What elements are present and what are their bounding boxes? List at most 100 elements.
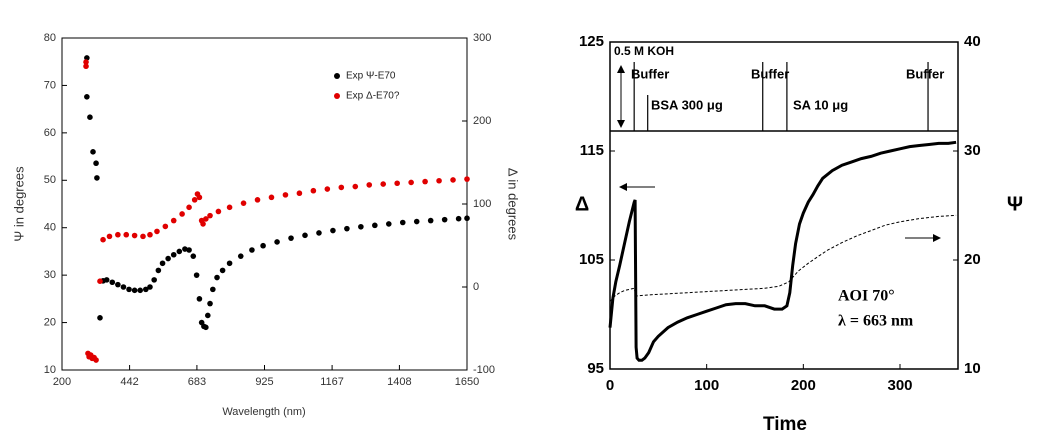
annotation: BSA 300 μg: [651, 97, 723, 112]
point: [190, 253, 197, 259]
point: [84, 94, 90, 100]
y-tick-label: 80: [44, 32, 56, 44]
point: [126, 286, 132, 293]
point: [436, 177, 442, 184]
point: [210, 286, 216, 293]
y-tick-label: 95: [587, 360, 604, 377]
y2-tick-label: 20: [964, 251, 981, 268]
point: [344, 225, 350, 232]
point: [93, 160, 99, 167]
point: [226, 204, 233, 211]
y-tick-label: 10: [44, 364, 56, 376]
y2-tick-label: 40: [964, 33, 981, 50]
legend-marker: [334, 73, 340, 79]
point: [176, 248, 183, 255]
point: [186, 247, 192, 253]
annotation: λ = 663 nm: [838, 313, 914, 330]
point: [330, 227, 336, 234]
point: [408, 179, 414, 186]
point: [207, 212, 213, 219]
point: [131, 232, 138, 239]
y-tick-label: 70: [44, 79, 56, 91]
annotation: AOI 70°: [838, 288, 895, 305]
point: [302, 232, 308, 239]
point: [352, 183, 359, 190]
plot-frame: [609, 41, 959, 370]
legend-label: Exp Δ-E70?: [346, 91, 400, 102]
point: [203, 216, 209, 222]
y2-axis-title: Ψ: [1007, 193, 1023, 215]
point: [155, 267, 162, 274]
x-tick-label: 200: [791, 377, 816, 394]
y2-tick-label: 0: [473, 281, 479, 293]
point: [100, 236, 106, 243]
point: [93, 357, 99, 363]
point: [237, 253, 244, 259]
point: [83, 59, 89, 65]
x-tick-label: 0: [606, 377, 614, 394]
point: [193, 272, 200, 278]
point: [380, 181, 387, 187]
point: [109, 279, 116, 286]
point: [151, 277, 157, 283]
point: [427, 217, 434, 224]
plot-frame: [61, 37, 468, 371]
y2-tick-label: 300: [473, 32, 491, 44]
point: [84, 55, 90, 61]
point: [120, 284, 127, 290]
point: [83, 63, 89, 70]
point: [413, 218, 420, 225]
y2-tick-label: -100: [473, 364, 495, 376]
x-tick-label: 1167: [320, 376, 344, 388]
y-tick-label: 105: [579, 251, 604, 268]
y-tick-label: 30: [44, 269, 56, 281]
point: [254, 197, 261, 203]
y2-tick-label: 200: [473, 115, 491, 127]
point: [191, 197, 198, 203]
point: [338, 184, 345, 191]
point: [186, 204, 192, 211]
x-axis-title: Wavelength (nm): [222, 406, 305, 418]
point: [324, 186, 331, 192]
annotation: SA 10 μg: [793, 97, 848, 112]
point: [455, 215, 462, 222]
point: [97, 278, 103, 284]
x-tick-label: 300: [887, 377, 912, 394]
point: [215, 208, 222, 215]
point: [103, 277, 110, 283]
point: [464, 176, 470, 182]
y2-tick-label: 30: [964, 142, 981, 159]
point: [219, 267, 226, 274]
point: [203, 324, 209, 331]
point: [94, 175, 100, 181]
point: [162, 223, 169, 230]
annotation: Buffer: [906, 66, 944, 81]
y-tick-label: 115: [580, 142, 604, 159]
x-tick-label: 100: [694, 377, 719, 394]
point: [147, 231, 153, 238]
point: [137, 287, 144, 294]
point: [115, 231, 121, 238]
point: [207, 300, 213, 307]
point: [165, 255, 171, 262]
legend-label: Exp Ψ-E70: [346, 71, 396, 82]
point: [90, 149, 96, 155]
point: [106, 233, 113, 240]
y-tick-label: 40: [44, 222, 56, 234]
point: [140, 233, 146, 240]
point: [131, 287, 138, 294]
point: [97, 315, 103, 321]
point: [182, 246, 188, 252]
point: [196, 296, 203, 302]
point: [196, 194, 203, 201]
y-axis-title: Ψ in degrees: [11, 166, 26, 242]
annotation: Buffer: [751, 66, 789, 81]
x-tick-label: 200: [53, 376, 71, 388]
point: [142, 286, 149, 293]
y2-tick-label: 10: [964, 360, 981, 377]
point: [154, 228, 160, 235]
point: [170, 217, 177, 224]
y-tick-label: 50: [44, 174, 56, 186]
annotation: Buffer: [631, 66, 669, 81]
